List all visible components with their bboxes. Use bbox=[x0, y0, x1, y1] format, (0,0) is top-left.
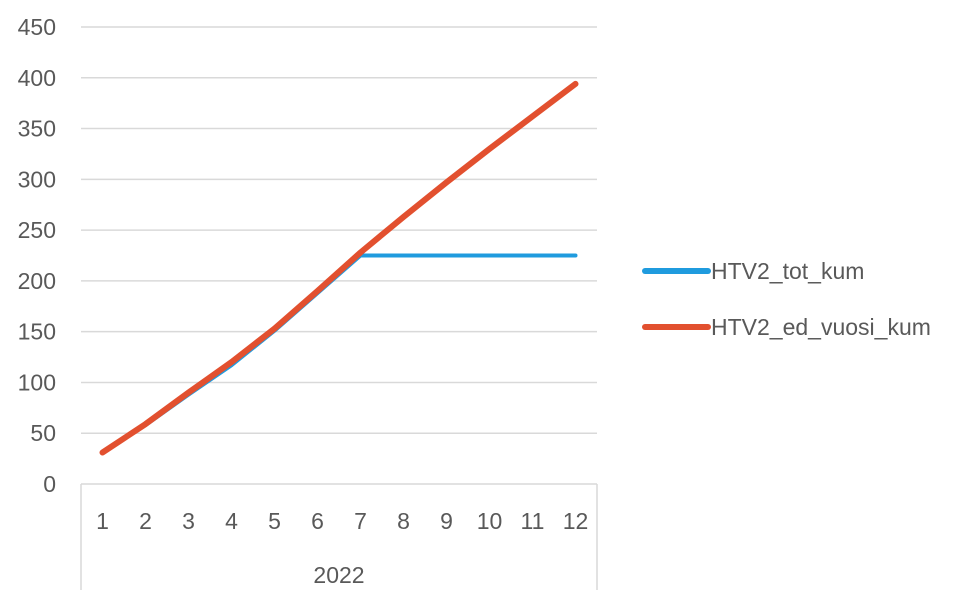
y-tick-label: 450 bbox=[18, 14, 56, 40]
x-tick-label: 2 bbox=[139, 508, 152, 534]
y-tick-label: 200 bbox=[18, 268, 56, 294]
x-tick-label: 5 bbox=[268, 508, 281, 534]
x-tick-label: 9 bbox=[440, 508, 453, 534]
x-tick-label: 8 bbox=[397, 508, 410, 534]
y-tick-label: 400 bbox=[18, 65, 56, 91]
x-tick-label: 10 bbox=[477, 508, 503, 534]
x-tick-label: 3 bbox=[182, 508, 195, 534]
legend-label: HTV2_tot_kum bbox=[711, 258, 864, 284]
legend: HTV2_tot_kum HTV2_ed_vuosi_kum bbox=[642, 258, 931, 340]
grid-lines bbox=[81, 26, 597, 434]
series-line-HTV2_tot_kum bbox=[100, 253, 578, 455]
x-group-label: 2022 bbox=[313, 562, 364, 588]
x-tick-label: 4 bbox=[225, 508, 238, 534]
y-tick-label: 300 bbox=[18, 166, 56, 192]
x-tick-label: 1 bbox=[96, 508, 109, 534]
y-tick-label: 350 bbox=[18, 116, 56, 142]
x-tick-label: 11 bbox=[521, 508, 545, 534]
y-tick-label: 0 bbox=[43, 471, 56, 497]
y-tick-label: 100 bbox=[18, 369, 56, 395]
x-tick-label: 12 bbox=[563, 508, 589, 534]
x-tick-label: 7 bbox=[354, 508, 367, 534]
y-tick-label: 250 bbox=[18, 217, 56, 243]
series-line-HTV2_ed_vuosi_kum bbox=[99, 80, 579, 456]
x-tick-label: 6 bbox=[311, 508, 324, 534]
legend-label: HTV2_ed_vuosi_kum bbox=[711, 314, 931, 340]
y-axis-ticks: 0 50 100 150 200 250 300 350 400 450 bbox=[18, 14, 56, 497]
series-lines bbox=[99, 80, 579, 456]
y-tick-label: 50 bbox=[30, 420, 56, 446]
y-tick-label: 150 bbox=[18, 319, 56, 345]
